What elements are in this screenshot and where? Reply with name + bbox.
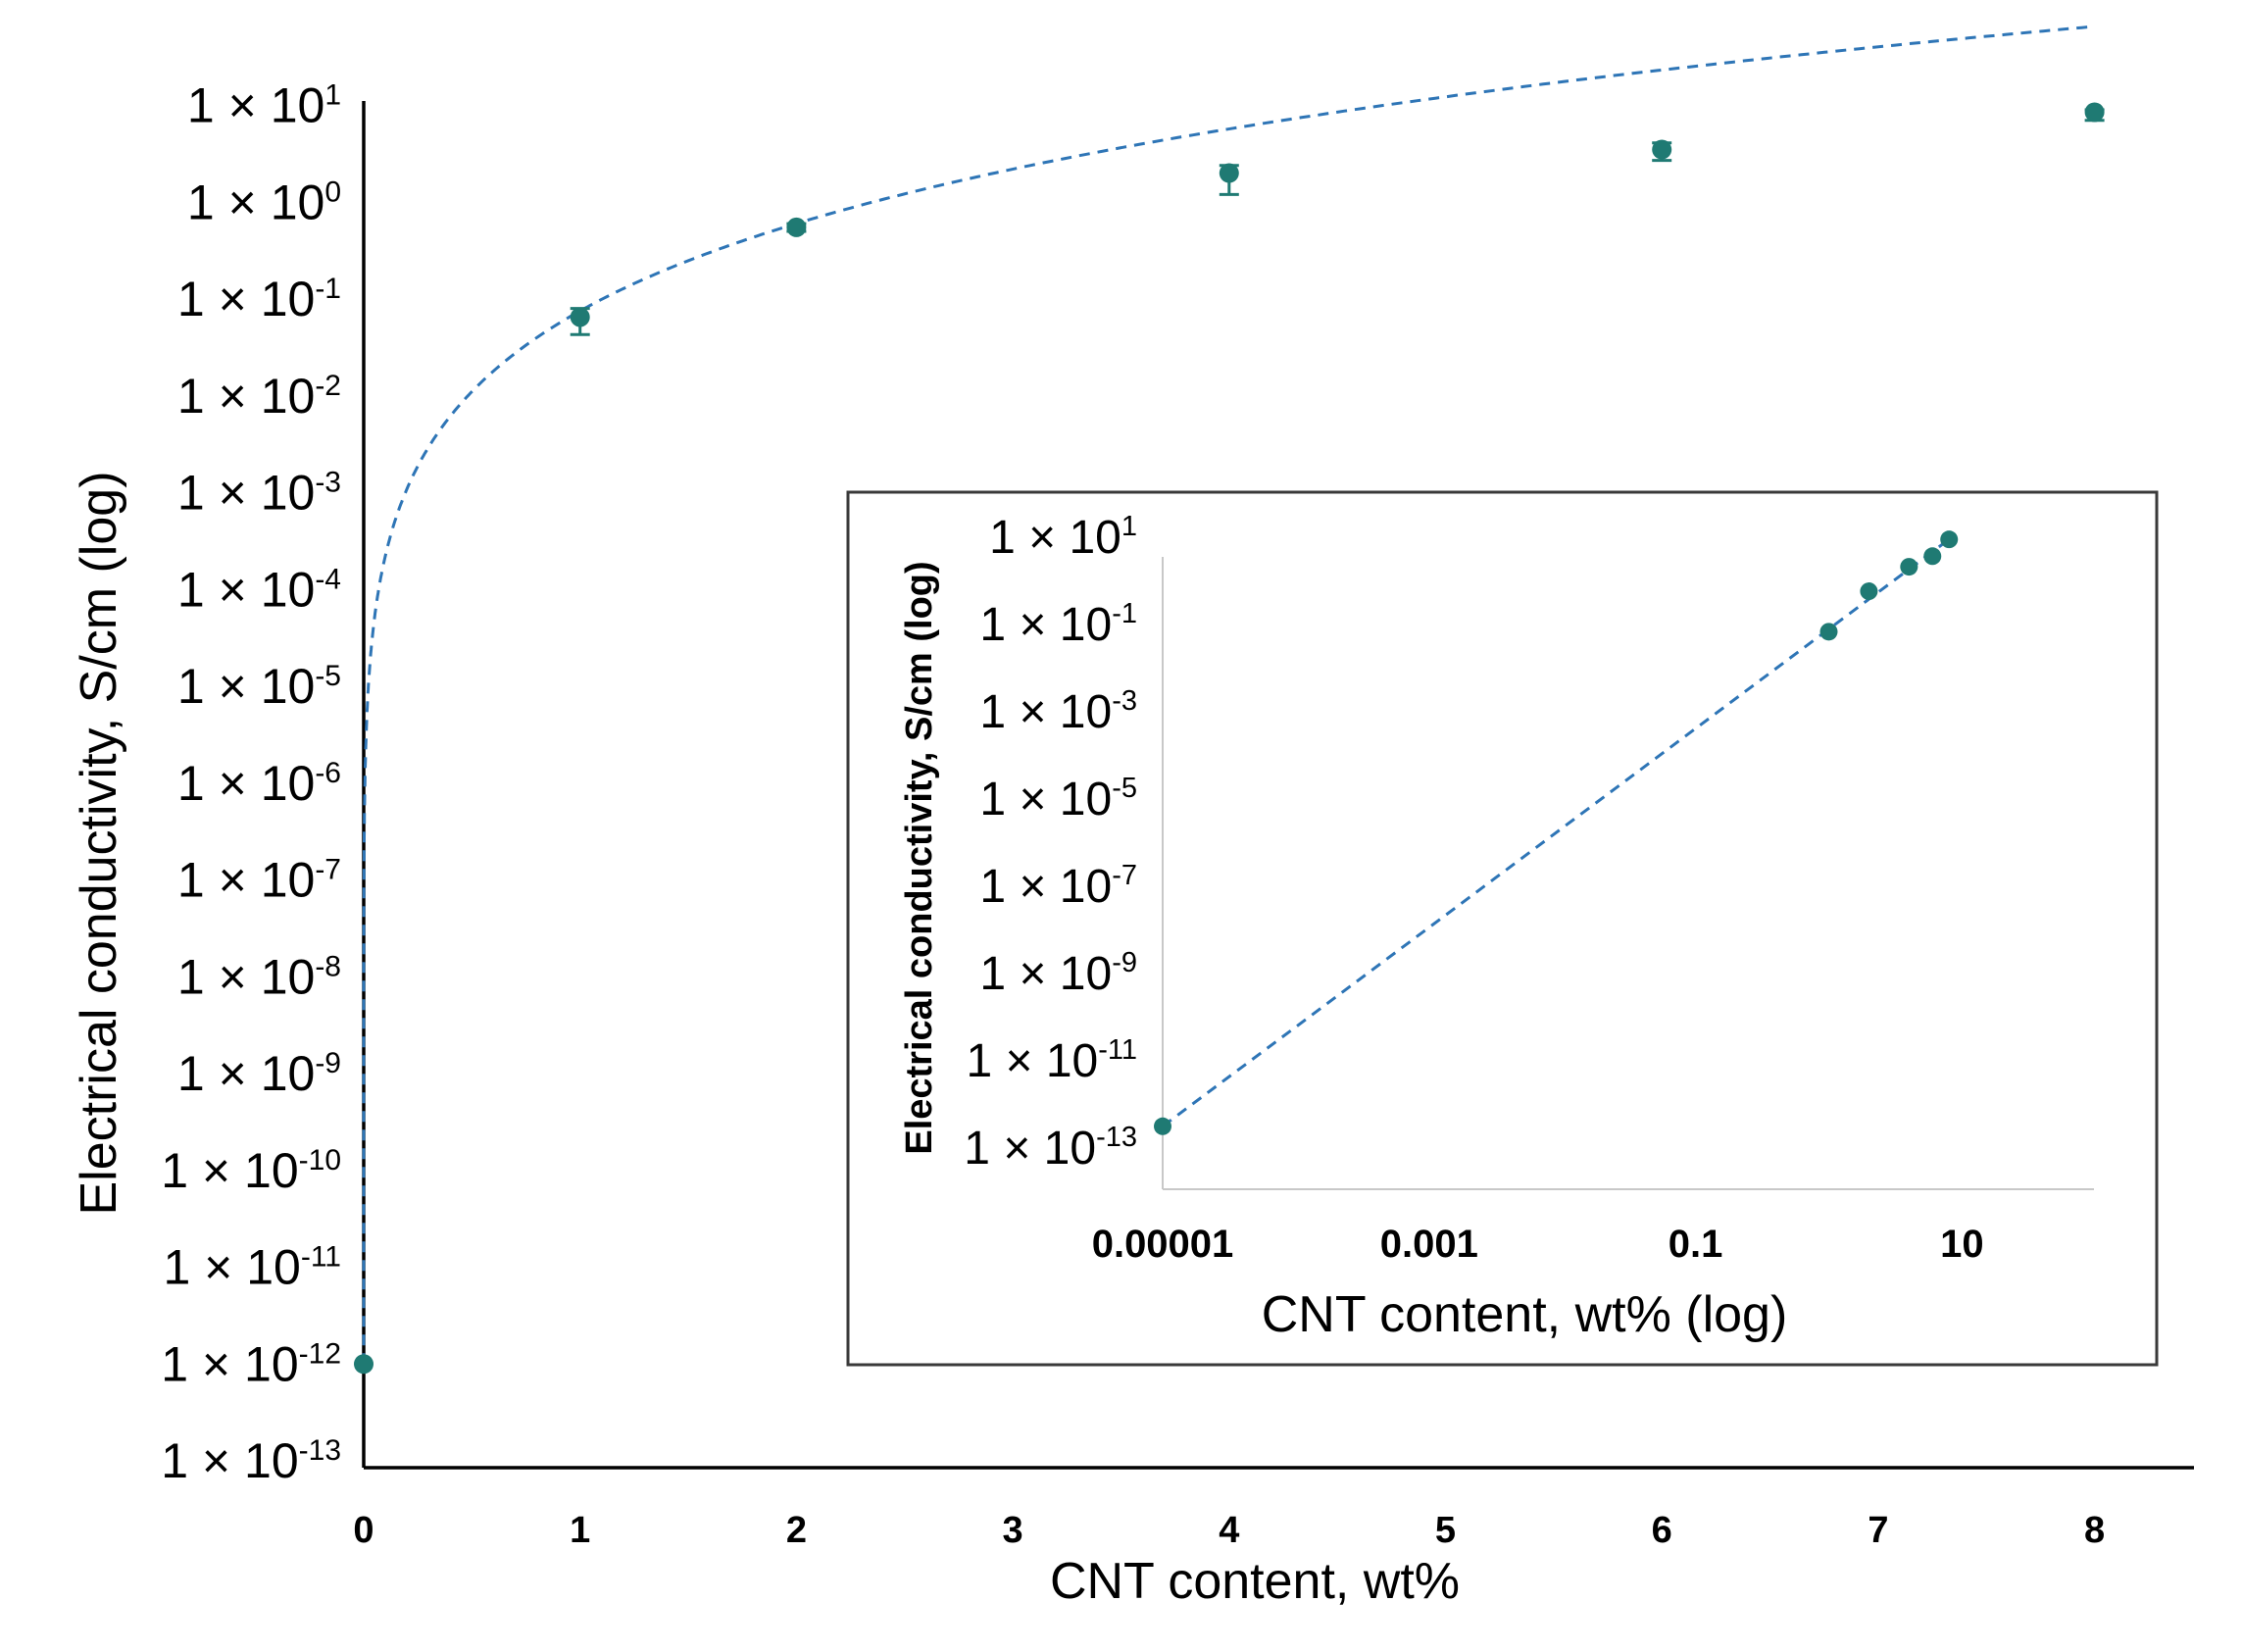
main-x-tick-label: 5 [1435,1510,1456,1551]
inset-y-tick-label: 1 × 10-13 [964,1122,1137,1175]
inset-data-point [1860,582,1878,601]
main-data-point [570,307,590,327]
inset-data-point [1940,530,1959,549]
main-data-point [1652,139,1672,160]
inset-x-tick-label: 0.00001 [1092,1223,1234,1266]
main-fit-curve [362,25,2095,1365]
inset-y-axis-label: Electrical conductivity, S/cm (log) [899,561,940,1154]
main-y-axis-label: Electrical conductivity, S/cm (log) [71,471,127,1215]
inset-data-point [1819,623,1838,641]
main-x-tick-label: 2 [786,1510,807,1551]
main-data-point [2084,102,2105,123]
inset-frame [846,490,2159,1367]
main-y-tick-label: 1 × 10-5 [177,659,341,714]
inset-y-tick-label: 1 × 10-5 [979,773,1137,826]
main-x-tick-label: 0 [353,1510,374,1551]
main-y-tick-label: 1 × 10-3 [177,466,341,521]
inset-x-tick-label: 0.001 [1380,1223,1478,1266]
main-x-tick-label: 4 [1219,1510,1239,1551]
main-x-tick-label: 8 [2084,1510,2105,1551]
inset-data-point [1154,1117,1171,1135]
main-y-tick-label: 1 × 10-6 [177,756,341,811]
main-x-tick-label: 7 [1868,1510,1888,1551]
main-y-tick-label: 1 × 10-8 [177,949,341,1004]
main-x-axis-label: CNT content, wt% [1050,1553,1460,1610]
main-y-tick-label: 1 × 10-2 [177,369,341,424]
inset-y-tick-label: 1 × 10-11 [966,1034,1137,1087]
main-y-tick-label: 1 × 10-1 [177,272,341,326]
main-y-tick-label: 1 × 10-11 [163,1240,341,1295]
inset-y-tick-label: 1 × 10-1 [979,598,1137,651]
inset-x-axis-label: CNT content, wt% (log) [1262,1286,1788,1343]
inset-y-tick-label: 1 × 101 [989,511,1137,564]
inset-fit-line [1162,537,1951,1128]
inset-chart: 1 × 101 1 × 10-1 1 × 10-3 1 × 10-5 1 × 10-7 1… [846,490,2159,1367]
inset-x-tick-label: 10 [1940,1223,1984,1266]
main-y-tick-label: 1 × 10-7 [177,853,341,908]
main-data-points [354,102,2105,1375]
main-y-tick-label: 1 × 100 [187,175,341,229]
inset-data-points [1154,530,1959,1135]
inset-x-tick-labels: 0.00001 0.001 0.1 10 [1092,1223,1984,1266]
main-y-tick-label: 1 × 10-10 [161,1143,341,1198]
main-y-tick-label: 1 × 10-13 [161,1433,341,1488]
main-x-tick-labels: 0 1 2 3 4 5 6 7 8 [353,1510,2105,1551]
main-y-tick-label: 1 × 10-9 [177,1046,341,1101]
inset-y-tick-label: 1 × 10-3 [979,685,1137,738]
main-y-tick-label: 1 × 10-4 [177,562,341,617]
inset-data-point [1900,558,1918,576]
main-y-tick-labels: 1 × 101 1 × 100 1 × 10-1 1 × 10-2 1 × 10-3 1 … [161,78,341,1489]
inset-x-tick-label: 0.1 [1669,1223,1723,1266]
inset-data-point [1923,547,1942,566]
main-x-tick-label: 6 [1652,1510,1672,1551]
main-y-tick-label: 1 × 101 [187,78,341,133]
main-x-tick-label: 3 [1003,1510,1023,1551]
main-x-tick-label: 1 [570,1510,590,1551]
inset-y-tick-label: 1 × 10-7 [979,860,1137,913]
main-data-point [786,217,807,237]
main-data-point [354,1354,374,1375]
inset-y-tick-labels: 1 × 101 1 × 10-1 1 × 10-3 1 × 10-5 1 × 10-7 1… [964,511,1137,1175]
main-data-point [1219,163,1239,183]
main-y-tick-label: 1 × 10-12 [161,1336,341,1391]
inset-y-tick-label: 1 × 10-9 [979,947,1137,1000]
